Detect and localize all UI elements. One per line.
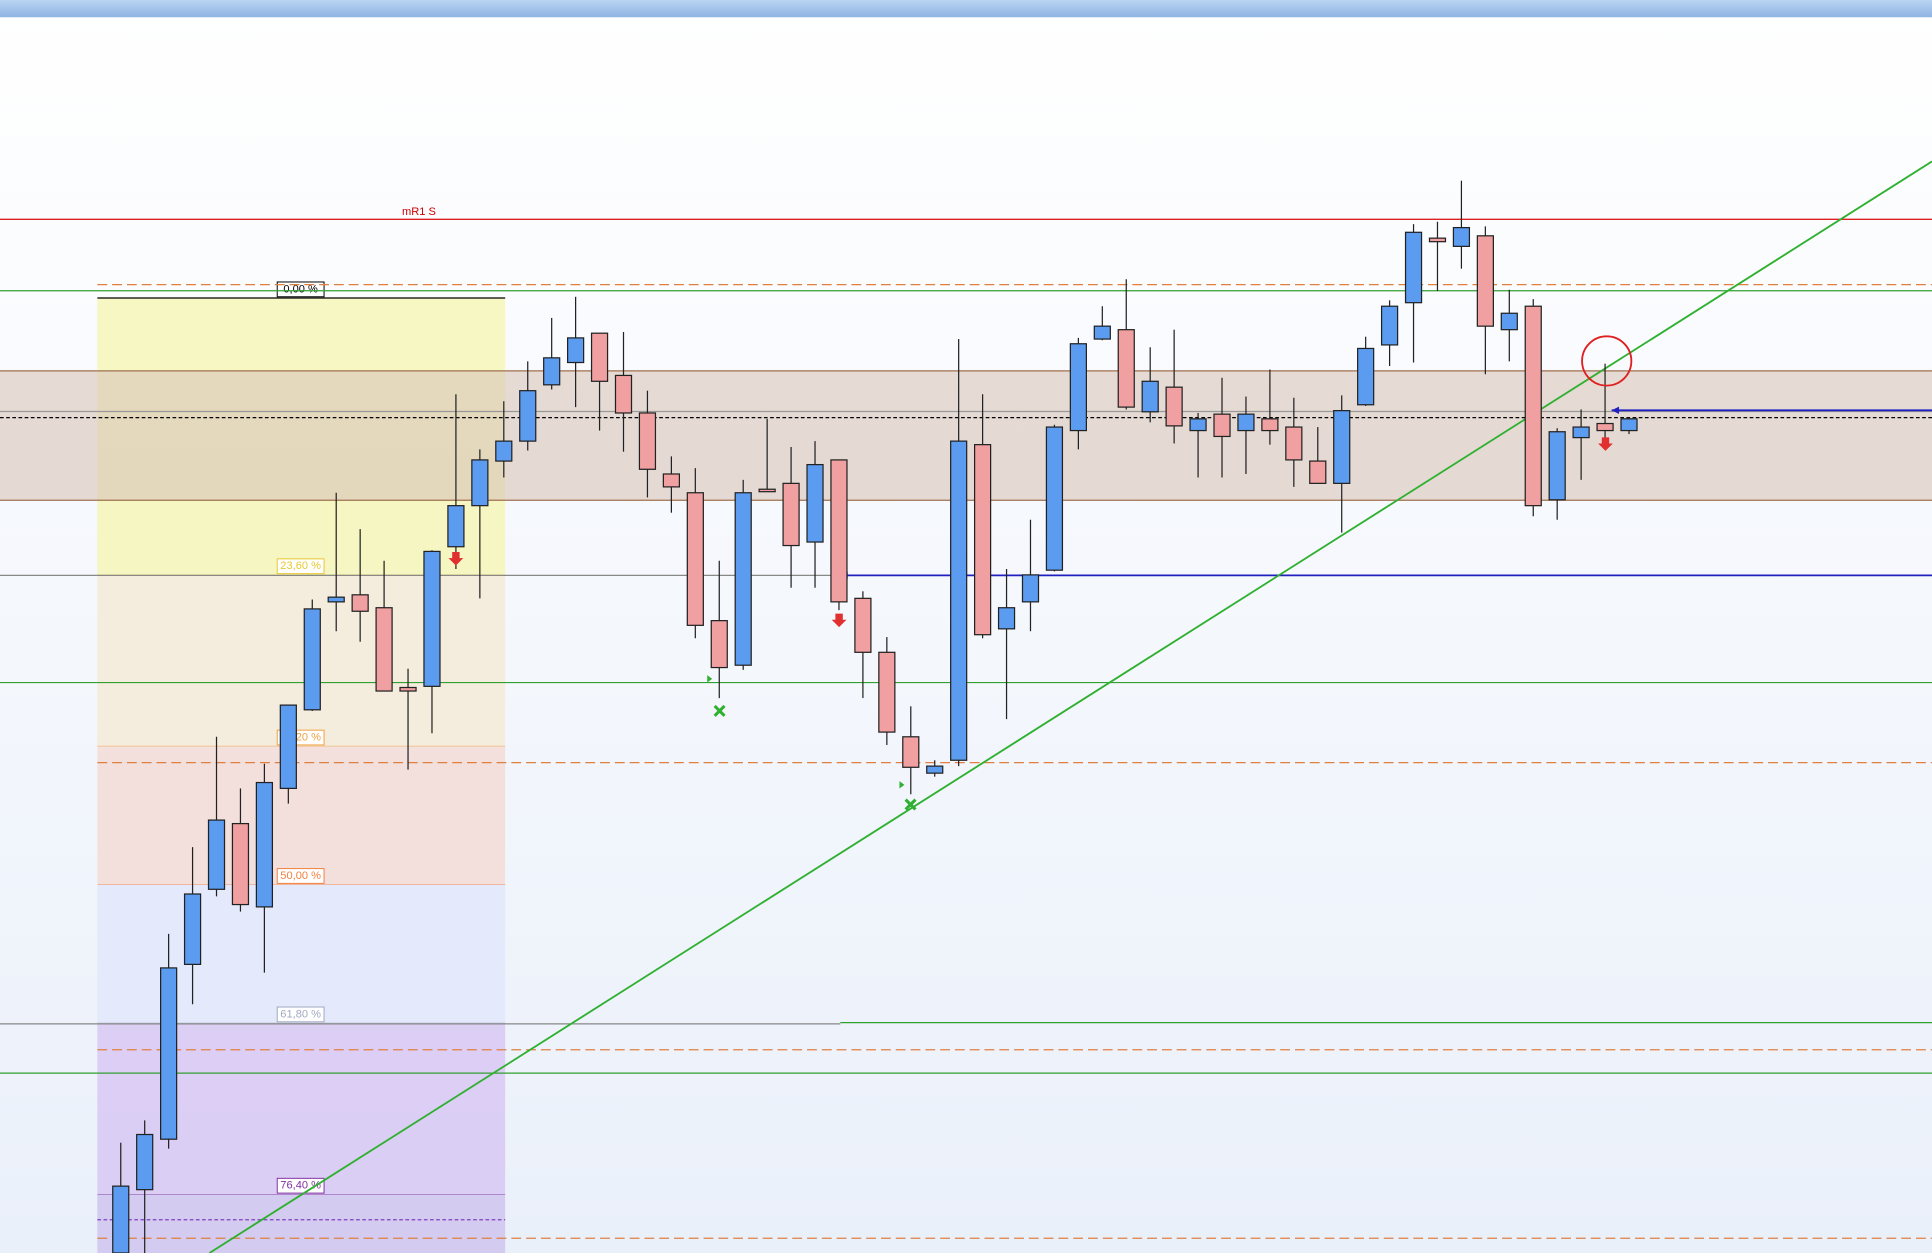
fib-band [97, 884, 506, 1024]
candle-body [1045, 426, 1064, 571]
candle-body [255, 781, 274, 908]
fib-label: 61,80 % [280, 1008, 321, 1020]
candle-body [758, 488, 776, 493]
candle-body [997, 607, 1016, 630]
candle-body [1333, 410, 1351, 484]
candle-body [207, 819, 226, 890]
highlight-circle [1581, 335, 1633, 387]
candle-body [447, 505, 465, 548]
candle-body [734, 492, 752, 666]
candle-body [806, 463, 824, 543]
candle-body [495, 440, 513, 462]
candle-body [399, 686, 417, 692]
candle-body [471, 459, 489, 507]
candle-body [878, 651, 896, 733]
fib-label-box [276, 1006, 325, 1023]
candle-body [566, 337, 585, 364]
fib-label: 76,40 % [280, 1180, 321, 1192]
candle-body [1141, 380, 1159, 413]
fib-label-box [276, 558, 325, 575]
candle-body [1476, 235, 1494, 327]
candle-body [782, 482, 800, 547]
candle-body [973, 444, 992, 636]
candle-body [1428, 237, 1447, 243]
candles [112, 180, 1638, 1254]
candle-body [926, 765, 944, 774]
fib-band [97, 574, 506, 747]
candle-body [1285, 426, 1303, 461]
candle-body [136, 1133, 154, 1191]
candle-body [854, 597, 872, 653]
candle-body [303, 608, 321, 711]
candle-body [1524, 305, 1542, 507]
candle-body [1213, 413, 1231, 438]
candle-body [686, 492, 704, 626]
candle-body [1380, 305, 1399, 346]
candle-body [1189, 418, 1207, 432]
candle-body [423, 550, 441, 687]
candle-body [614, 374, 633, 414]
candle-body [1404, 231, 1423, 304]
candle-body [183, 893, 202, 966]
fib-band [97, 1194, 506, 1253]
candle-body [1572, 426, 1590, 439]
candle-body [519, 390, 537, 442]
candle-body [638, 412, 657, 470]
candle-body [1452, 226, 1471, 247]
candle-body [327, 596, 345, 603]
fib-label-box [276, 1177, 325, 1194]
candle-body [902, 736, 920, 768]
candle-body [375, 607, 393, 692]
fib-band [97, 746, 506, 885]
signal-cross [713, 704, 917, 811]
candle-body [1093, 325, 1111, 340]
candle-body [1548, 431, 1566, 501]
fib-label-box [276, 868, 325, 884]
candle-body [1309, 460, 1327, 484]
trend-line [208, 160, 1932, 1254]
candle-body [710, 620, 728, 669]
candle-body [1069, 343, 1087, 432]
fib-label-box [276, 281, 325, 298]
candle-body [351, 594, 369, 612]
fib-label: 50,00 % [280, 870, 321, 882]
candle-body [1357, 347, 1375, 406]
candle-body [1500, 312, 1518, 331]
fib-label: 23,60 % [280, 560, 321, 572]
candle-body [279, 704, 297, 790]
candle-body [1237, 413, 1255, 432]
fib-label: 0,00 % [283, 283, 318, 295]
candle-body [1261, 418, 1279, 432]
candle-body [112, 1185, 130, 1254]
candle-body [543, 357, 561, 386]
candle-body [1165, 386, 1183, 427]
candle-body [160, 967, 178, 1140]
fib-band [97, 1023, 506, 1195]
candle-body [1620, 418, 1638, 432]
candle-body [950, 440, 968, 761]
candle-body [1117, 329, 1135, 408]
candle-body [830, 459, 848, 603]
candle-body [1596, 422, 1614, 432]
candle-body [231, 822, 250, 906]
candle-body [1021, 574, 1040, 603]
candle-body [590, 332, 609, 382]
fib-label: 38,20 % [280, 731, 321, 743]
title-bar [0, 0, 1932, 18]
level-label: mR1 S [402, 206, 436, 218]
candle-body [662, 473, 681, 488]
